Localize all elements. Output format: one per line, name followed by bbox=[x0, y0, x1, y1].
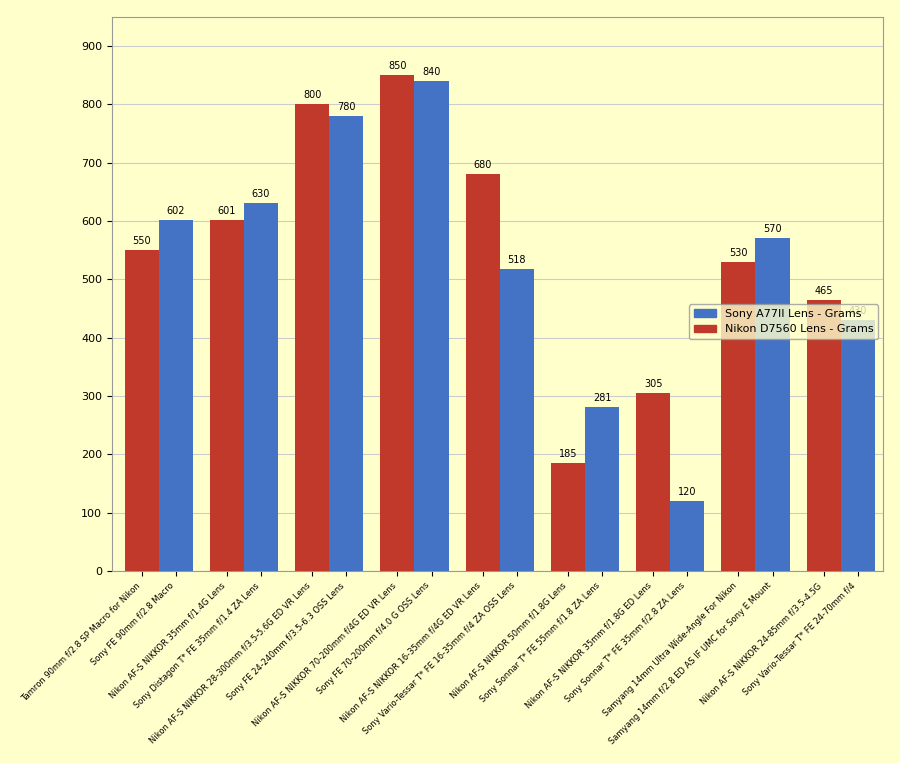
Bar bbox=[158, 220, 193, 571]
Text: 550: 550 bbox=[132, 236, 151, 246]
Bar bbox=[415, 81, 448, 571]
Bar bbox=[124, 250, 158, 571]
Text: 850: 850 bbox=[388, 61, 407, 71]
Bar bbox=[465, 174, 500, 571]
Text: 602: 602 bbox=[166, 206, 185, 216]
Text: 601: 601 bbox=[218, 206, 236, 217]
Bar bbox=[755, 239, 789, 571]
Text: 630: 630 bbox=[252, 189, 270, 199]
Bar bbox=[636, 393, 670, 571]
Bar bbox=[329, 116, 364, 571]
Text: 800: 800 bbox=[303, 90, 321, 100]
Bar bbox=[585, 407, 619, 571]
Bar bbox=[295, 105, 329, 571]
Text: 430: 430 bbox=[849, 306, 867, 316]
Bar bbox=[244, 204, 278, 571]
Text: 780: 780 bbox=[337, 101, 356, 112]
Text: 570: 570 bbox=[763, 224, 782, 234]
Bar bbox=[551, 463, 585, 571]
Bar bbox=[381, 75, 415, 571]
Text: 680: 680 bbox=[473, 160, 492, 170]
Text: 120: 120 bbox=[678, 487, 697, 497]
Text: 281: 281 bbox=[593, 393, 611, 403]
Text: 465: 465 bbox=[814, 285, 832, 296]
Text: 518: 518 bbox=[508, 255, 526, 265]
Bar bbox=[841, 320, 875, 571]
Bar bbox=[722, 262, 755, 571]
Bar bbox=[210, 221, 244, 571]
Bar bbox=[670, 501, 705, 571]
Legend: Sony A77II Lens - Grams, Nikon D7560 Lens - Grams: Sony A77II Lens - Grams, Nikon D7560 Len… bbox=[689, 304, 878, 339]
Bar bbox=[500, 269, 534, 571]
Text: 185: 185 bbox=[559, 449, 577, 459]
Text: 530: 530 bbox=[729, 248, 748, 258]
Text: 840: 840 bbox=[422, 67, 441, 77]
Text: 305: 305 bbox=[644, 379, 662, 389]
Bar bbox=[806, 300, 841, 571]
